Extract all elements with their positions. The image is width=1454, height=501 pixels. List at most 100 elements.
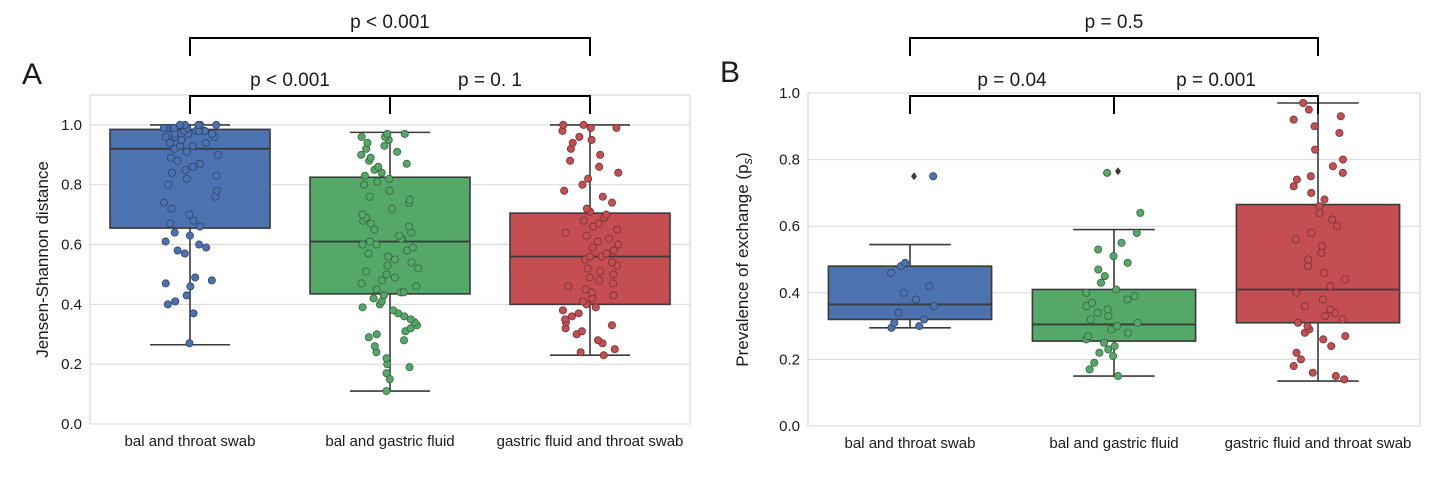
data-point [166, 138, 175, 147]
data-point [1109, 352, 1118, 361]
data-point [161, 237, 170, 246]
data-point [929, 172, 938, 181]
data-point [213, 150, 222, 159]
data-point [406, 315, 415, 324]
y-tick-label: 0.8 [61, 177, 82, 194]
panel-label: A [22, 58, 42, 91]
data-point [185, 210, 194, 219]
data-point [587, 135, 596, 144]
data-point [1100, 272, 1109, 281]
data-point [613, 225, 622, 234]
data-point [399, 336, 408, 345]
data-point [1326, 282, 1335, 291]
y-tick-label: 0.2 [779, 351, 800, 368]
significance-bracket [1113, 95, 1319, 114]
data-point [1293, 318, 1302, 327]
data-point [364, 249, 373, 258]
data-point [188, 162, 197, 171]
y-tick-label: 0.6 [779, 218, 800, 235]
data-point [1086, 315, 1095, 324]
data-point [1341, 275, 1350, 284]
data-point [595, 276, 604, 285]
data-point [1090, 358, 1099, 367]
data-point [414, 264, 423, 273]
data-point [369, 294, 378, 303]
data-point [586, 123, 595, 132]
data-point [564, 282, 573, 291]
y-tick-label: 1.0 [61, 117, 82, 134]
outlier-marker [1115, 167, 1121, 176]
data-point [167, 204, 176, 213]
data-point [388, 204, 397, 213]
data-point [1097, 278, 1106, 287]
data-point [1317, 248, 1326, 257]
data-point [1114, 372, 1123, 381]
data-point [372, 330, 381, 339]
data-point [212, 171, 221, 180]
data-point [373, 177, 382, 186]
data-point [578, 180, 587, 189]
data-point [890, 318, 899, 327]
data-point [173, 156, 182, 165]
x-tick-label: bal and throat swab [125, 433, 256, 450]
data-point [1124, 328, 1133, 337]
y-tick-label: 0.2 [61, 356, 82, 373]
data-point [1094, 265, 1103, 274]
data-point [1336, 112, 1345, 121]
p-value-label: p = 0.001 [1176, 70, 1256, 91]
data-point [1292, 288, 1301, 297]
data-point [395, 231, 404, 240]
data-point [383, 261, 392, 270]
data-point [186, 282, 195, 291]
y-tick-label: 0.4 [61, 296, 82, 313]
data-point [389, 306, 398, 315]
data-point [1289, 115, 1298, 124]
data-point [604, 234, 613, 243]
x-tick-label: bal and gastric fluid [1049, 435, 1178, 452]
data-point [1104, 312, 1113, 321]
data-point [1320, 195, 1329, 204]
data-point [1304, 105, 1313, 114]
x-tick-label: gastric fluid and throat swab [497, 433, 684, 450]
data-point [405, 195, 414, 204]
data-point [191, 273, 200, 282]
data-point [175, 120, 184, 129]
y-axis-label-end: ) [733, 152, 752, 158]
data-point [887, 268, 896, 277]
data-point [185, 231, 194, 240]
data-point [1110, 342, 1119, 351]
significance-bracket [389, 95, 591, 114]
data-point [576, 348, 585, 357]
data-point [1319, 335, 1328, 344]
data-point [568, 138, 577, 147]
data-point [382, 369, 391, 378]
data-point [585, 252, 594, 261]
data-point [182, 174, 191, 183]
data-point [207, 276, 216, 285]
data-point [181, 165, 190, 174]
data-point [412, 282, 421, 291]
data-point [1340, 375, 1349, 384]
y-tick-label: 0.6 [61, 237, 82, 254]
data-point [1307, 228, 1316, 237]
data-point [1130, 292, 1139, 301]
data-point [391, 255, 400, 264]
data-point [182, 291, 191, 300]
data-point [920, 315, 929, 324]
data-point [1304, 262, 1313, 271]
data-point [168, 168, 177, 177]
y-tick-label: 0.8 [779, 152, 800, 169]
box-green [1031, 288, 1197, 342]
data-point [170, 228, 179, 237]
data-point [366, 219, 375, 228]
data-point [1327, 342, 1336, 351]
y-tick-label: 1.0 [779, 85, 800, 102]
data-point [365, 192, 374, 201]
data-point [1113, 322, 1122, 331]
data-point [610, 345, 619, 354]
data-point [579, 120, 588, 129]
x-tick-label: bal and throat swab [845, 435, 976, 452]
data-point [385, 186, 394, 195]
data-point [558, 306, 567, 315]
data-point [363, 138, 372, 147]
